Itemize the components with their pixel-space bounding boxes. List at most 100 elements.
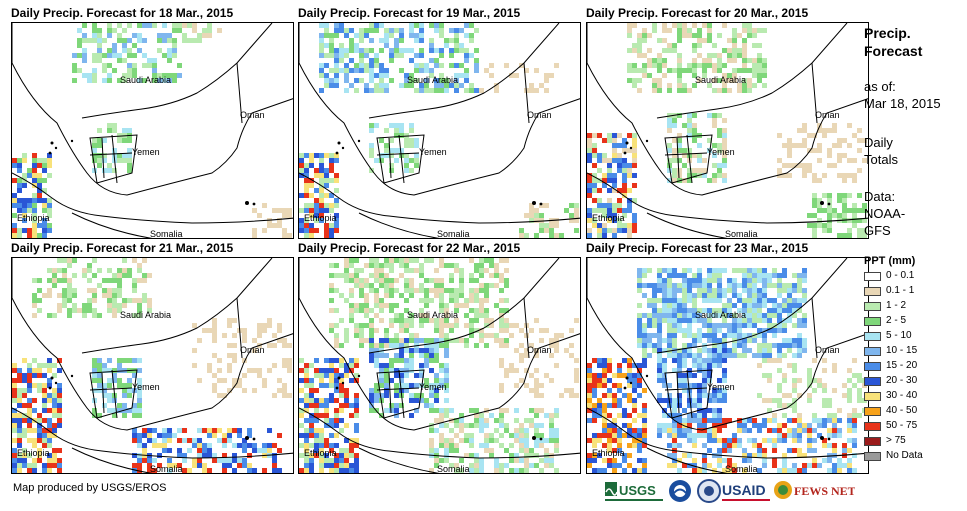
precip-map[interactable]: Saudi Arabia Oman Yemen Ethiopia Somalia (11, 257, 294, 474)
precip-cell (757, 43, 762, 48)
precip-cell (439, 263, 444, 268)
precip-cell (319, 403, 324, 408)
precip-cell (37, 418, 42, 423)
precip-cell (399, 38, 404, 43)
precip-map[interactable]: Saudi Arabia Oman Yemen Ethiopia Somalia (586, 257, 869, 474)
precip-cell (399, 33, 404, 38)
precip-cell (837, 408, 842, 413)
precip-cell (742, 458, 747, 463)
precip-cell (712, 413, 717, 418)
precip-cell (384, 263, 389, 268)
precip-cells (587, 23, 867, 238)
precip-map[interactable]: Saudi Arabia Oman Yemen Ethiopia Somalia (11, 22, 294, 239)
precip-cell (762, 68, 767, 73)
forecast-panel: Daily Precip. Forecast for 18 Mar., 2015 (11, 6, 294, 241)
precip-cell (474, 63, 479, 68)
precip-cell (647, 333, 652, 338)
precip-cell (309, 238, 314, 239)
precip-cell (252, 233, 257, 238)
islands (48, 374, 256, 441)
precip-cell (247, 428, 252, 433)
precip-cell (374, 23, 379, 28)
precip-cell (554, 433, 559, 438)
precip-cell (504, 308, 509, 313)
precip-cell (722, 88, 727, 93)
precip-cell (617, 433, 622, 438)
precip-cell (394, 318, 399, 323)
precip-cell (309, 443, 314, 448)
precip-cell (92, 288, 97, 293)
precip-cell (617, 208, 622, 213)
precip-cell (612, 133, 617, 138)
precip-cell (682, 28, 687, 33)
precip-cell (757, 268, 762, 273)
precip-cell (394, 353, 399, 358)
precip-cell (167, 458, 172, 463)
precip-cell (707, 298, 712, 303)
precip-cell (622, 193, 627, 198)
precip-cell (857, 228, 862, 233)
precip-cell (409, 348, 414, 353)
precip-cell (707, 338, 712, 343)
precip-cell (597, 363, 602, 368)
precip-cell (627, 133, 632, 138)
precip-cell (439, 333, 444, 338)
precip-cell (374, 393, 379, 398)
precip-cell (757, 53, 762, 58)
precip-map[interactable]: Saudi Arabia Oman Yemen Ethiopia Somalia (298, 22, 581, 239)
precip-cell (722, 48, 727, 53)
precip-cell (389, 53, 394, 58)
precip-cell (539, 438, 544, 443)
precip-cell (299, 433, 304, 438)
precip-cell (842, 173, 847, 178)
legend-label: 2 - 5 (886, 315, 907, 326)
precip-cell (394, 383, 399, 388)
precip-cell (847, 208, 852, 213)
precip-cell (652, 348, 657, 353)
precip-cell (389, 268, 394, 273)
precip-cell (692, 318, 697, 323)
precip-cell (474, 408, 479, 413)
precip-cell (627, 398, 632, 403)
precip-cell (57, 258, 62, 263)
precip-cell (757, 423, 762, 428)
precip-cell (429, 48, 434, 53)
precip-cell (519, 458, 524, 463)
precip-map[interactable]: Saudi Arabia Oman Yemen Ethiopia Somalia (586, 22, 869, 239)
precip-cell (444, 43, 449, 48)
as-of-date: Mar 18, 2015 (864, 96, 941, 111)
precip-cell (657, 378, 662, 383)
precip-cell (444, 308, 449, 313)
precip-cell (212, 318, 217, 323)
precip-cell (762, 333, 767, 338)
precip-cell (207, 328, 212, 333)
precip-cell (817, 218, 822, 223)
precip-cell (334, 83, 339, 88)
precip-cell (569, 388, 574, 393)
precip-cell (32, 398, 37, 403)
precip-cell (354, 88, 359, 93)
legend-swatch (864, 437, 881, 446)
precip-cell (787, 433, 792, 438)
precip-cell (757, 28, 762, 33)
precip-cell (667, 168, 672, 173)
precip-cell (319, 463, 324, 468)
precip-cell (272, 238, 277, 239)
precip-cell (687, 343, 692, 348)
precip-cell (157, 78, 162, 83)
precip-cell (474, 418, 479, 423)
precip-cell (822, 438, 827, 443)
precip-cell (359, 28, 364, 33)
precip-cell (82, 33, 87, 38)
precip-cell (364, 63, 369, 68)
precip-cell (384, 148, 389, 153)
precip-cell (464, 33, 469, 38)
precip-cell (374, 348, 379, 353)
label-ethiopia: Ethiopia (17, 213, 50, 223)
precip-cell (722, 163, 727, 168)
precip-map[interactable]: Saudi Arabia Oman Yemen Ethiopia Somalia (298, 257, 581, 474)
precip-cell (102, 363, 107, 368)
precip-cell (324, 403, 329, 408)
precip-cell (554, 338, 559, 343)
precip-cell (459, 303, 464, 308)
